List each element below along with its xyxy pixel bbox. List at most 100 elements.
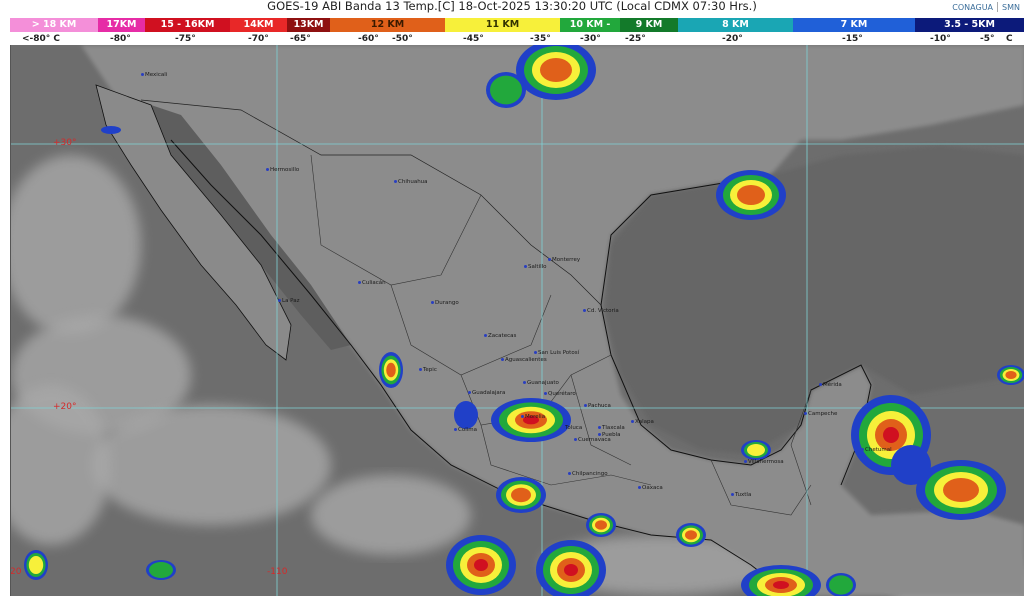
- city-label: Colima: [454, 427, 477, 433]
- scale-tick: C: [1006, 34, 1013, 44]
- city-label: Culiacán: [358, 280, 386, 286]
- color-scale-legend: > 18 KM 17KM 15 - 16KM 14KM 13KM 12 KM 11 KM 10…: [10, 18, 1024, 32]
- city-label: Aguascalientes: [501, 357, 547, 363]
- city-label: San Luis Potosí: [534, 350, 579, 356]
- city-label: Chihuahua: [394, 179, 428, 185]
- scale-tick: -70°: [248, 34, 269, 44]
- storm-cell: [564, 564, 578, 576]
- city-label: Guanajuato: [523, 380, 559, 386]
- scale-tick: -30°: [580, 34, 601, 44]
- scale-segment: 9 KM: [620, 18, 678, 32]
- scale-tick: <-80° C: [22, 34, 61, 44]
- longitude-label-110: -110: [267, 567, 288, 577]
- city-label: Xalapa: [631, 419, 654, 425]
- city-label: Villahermosa: [744, 459, 784, 465]
- scale-segment: > 18 KM: [10, 18, 98, 32]
- scale-segment: 7 KM: [793, 18, 915, 32]
- scale-tick: -65°: [290, 34, 311, 44]
- image-title: GOES-19 ABI Banda 13 Temp.[C] 18-Oct-202…: [267, 0, 757, 13]
- storm-cell: [883, 427, 899, 443]
- cloud-area: [11, 155, 141, 335]
- city-label: Querétaro: [544, 391, 576, 397]
- map-canvas: [11, 45, 1024, 596]
- cloud-area: [311, 475, 471, 555]
- scale-segment: 17KM: [98, 18, 145, 32]
- city-label: Puebla: [598, 432, 620, 438]
- smn-logo: SMN: [1002, 2, 1020, 12]
- storm-cell: [511, 487, 531, 503]
- conagua-logo: CONAGUA: [952, 2, 994, 12]
- scale-tick: -5°: [980, 34, 995, 44]
- storm-cell: [454, 401, 478, 429]
- city-label: Oaxaca: [638, 485, 663, 491]
- city-label: Morelia: [521, 414, 545, 420]
- satellite-map: Mexicali Hermosillo Chihuahua La Paz Culiacá…: [10, 45, 1024, 596]
- city-label: Guadalajara: [468, 390, 505, 396]
- storm-cell: [28, 556, 44, 574]
- city-label: La Paz: [278, 298, 300, 304]
- baja-california: [95, 84, 292, 361]
- cloud-area: [91, 405, 331, 525]
- city-label: Monterrey: [548, 257, 580, 263]
- state-border: [480, 424, 652, 486]
- storm-cell: [773, 581, 789, 589]
- longitude-label-120: -120: [10, 567, 22, 577]
- city-label: Tuxtla: [731, 492, 751, 498]
- city-label: Tlaxcala: [598, 425, 625, 431]
- city-label: Cd. Victoria: [583, 308, 619, 314]
- scale-tick: -50°: [392, 34, 413, 44]
- storm-cell: [490, 75, 522, 105]
- city-label: Tepic: [419, 367, 437, 373]
- storm-cell: [386, 362, 396, 378]
- city-label: Mexicali: [141, 72, 167, 78]
- storm-cell: [101, 126, 121, 134]
- scale-tick: -15°: [842, 34, 863, 44]
- latitude-label-30: +30°: [53, 138, 77, 148]
- storm-cell: [540, 58, 572, 82]
- scale-segment: 13KM: [287, 18, 330, 32]
- city-label: Toluca: [561, 425, 582, 431]
- storm-cell: [737, 185, 765, 205]
- scale-tick: -20°: [722, 34, 743, 44]
- land-mass: [81, 45, 1024, 596]
- storm-cell: [595, 520, 607, 530]
- storm-cell: [685, 530, 697, 540]
- scale-segment: 8 KM: [678, 18, 793, 32]
- state-border: [710, 459, 812, 516]
- scale-tick: -75°: [175, 34, 196, 44]
- scale-segment: 14KM: [230, 18, 287, 32]
- us-mexico-border: [140, 99, 602, 306]
- logo-divider: [997, 2, 999, 12]
- state-border: [570, 374, 632, 466]
- storm-cell: [747, 444, 765, 456]
- city-label: Hermosillo: [266, 167, 299, 173]
- scale-tick: -60°: [358, 34, 379, 44]
- gulf-of-california: [151, 105, 351, 350]
- storm-cell: [1005, 371, 1017, 379]
- city-label: Durango: [431, 300, 459, 306]
- scale-tick: -45°: [463, 34, 484, 44]
- scale-segment: 12 KM: [330, 18, 445, 32]
- scale-segment: 15 - 16KM: [145, 18, 230, 32]
- city-label: Chetumal: [861, 447, 892, 453]
- storm-cell: [474, 559, 488, 571]
- scale-tick: -35°: [530, 34, 551, 44]
- city-label: Cuernavaca: [574, 437, 611, 443]
- scale-tick: -25°: [625, 34, 646, 44]
- scale-segment: 11 KM: [445, 18, 560, 32]
- agency-logos: CONAGUA SMN: [952, 2, 1020, 12]
- temperature-ticks: <-80° C -80° -75° -70° -65° -60° -50° -45° -35° -…: [0, 33, 1024, 45]
- scale-segment: 10 KM -: [560, 18, 620, 32]
- cloud-area: [11, 385, 111, 545]
- city-label: Pachuca: [584, 403, 611, 409]
- scale-segment: 3.5 - 5KM: [915, 18, 1024, 32]
- scale-tick: -80°: [110, 34, 131, 44]
- scale-tick: -10°: [930, 34, 951, 44]
- storm-cell: [891, 445, 931, 485]
- city-label: Chilpancingo: [568, 471, 608, 477]
- gulf-of-mexico: [606, 145, 1024, 455]
- latitude-label-20: +20°: [53, 402, 77, 412]
- city-label: Campeche: [804, 411, 837, 417]
- storm-cell: [829, 575, 853, 595]
- city-label: Mérida: [819, 382, 842, 388]
